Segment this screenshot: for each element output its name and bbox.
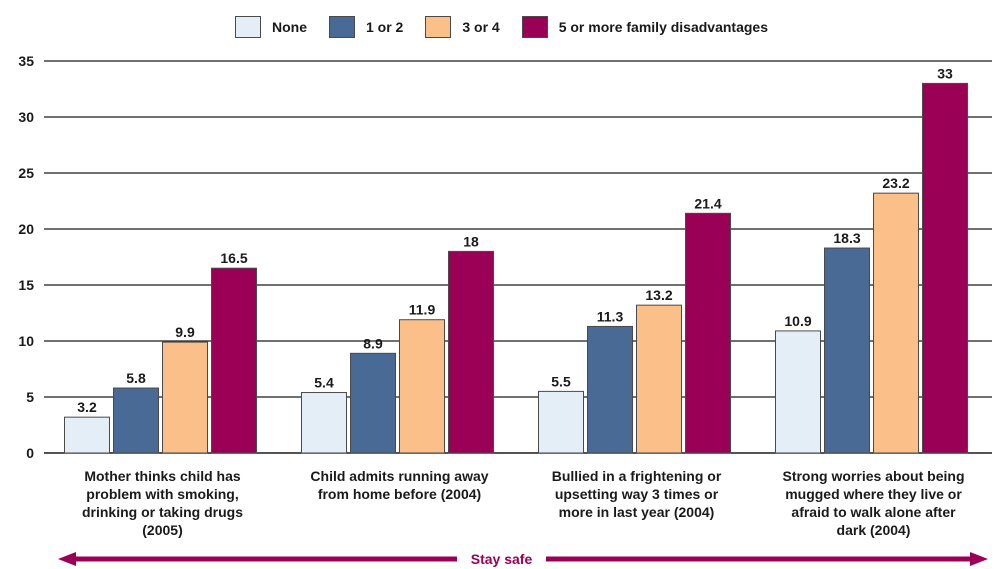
bar-0-3 [211, 267, 257, 454]
bar-value-label-1-3: 18 [463, 233, 479, 249]
legend-item-none: None [234, 16, 307, 38]
bar-value-label-3-2: 23.2 [882, 175, 909, 191]
legend-label-5-or-more: 5 or more family disadvantages [558, 19, 769, 35]
bar-value-label-1-2: 11.9 [409, 302, 436, 318]
category-label-running-away: Child admits running away from home befor… [310, 468, 489, 502]
bar-value-label-2-1: 11.3 [597, 308, 624, 324]
legend-item-3-or-4: 3 or 4 [425, 16, 500, 38]
bar-3-1 [824, 247, 870, 454]
bar-value-label-3-3: 33 [937, 65, 953, 81]
category-label-smoking-drinking-drugs: Mother thinks child has problem with smok… [81, 468, 243, 538]
y-tick-label-10: 10 [18, 333, 34, 349]
stay-safe-arrow-left-head [58, 552, 76, 566]
bar-0-1 [113, 387, 159, 454]
bar-3-3 [922, 82, 968, 454]
legend-swatch-1-or-2 [328, 16, 355, 38]
bar-3-0 [775, 330, 821, 454]
bar-0-0 [64, 416, 110, 454]
y-tick-label-25: 25 [18, 165, 34, 181]
y-tick-label-20: 20 [18, 221, 34, 237]
bar-2-3 [685, 212, 731, 454]
y-tick-label-15: 15 [18, 277, 34, 293]
stay-safe-arrow-right-head [970, 552, 988, 566]
bar-value-label-0-1: 5.8 [126, 370, 146, 386]
bar-value-label-2-3: 21.4 [694, 195, 721, 211]
bar-value-label-2-0: 5.5 [551, 373, 571, 389]
y-tick-label-0: 0 [26, 445, 34, 461]
bar-1-0 [301, 392, 347, 454]
legend-swatch-none [234, 16, 261, 38]
bar-0-2 [162, 341, 208, 454]
category-label-bullied: Bullied in a frightening or upsetting way… [551, 468, 722, 520]
legend-label-1-or-2: 1 or 2 [365, 19, 404, 35]
bar-1-3 [448, 250, 494, 454]
category-label-worries-mugged: Strong worries about being mugged where t… [782, 468, 965, 538]
bar-2-0 [538, 390, 584, 454]
y-tick-label-5: 5 [26, 389, 34, 405]
legend-label-3-or-4: 3 or 4 [462, 19, 500, 35]
bar-value-label-0-2: 9.9 [175, 324, 195, 340]
bar-value-label-2-2: 13.2 [645, 287, 672, 303]
legend-item-5-or-more: 5 or more family disadvantages [521, 16, 769, 38]
bar-2-2 [636, 304, 682, 454]
bar-value-label-3-0: 10.9 [784, 313, 811, 329]
bar-1-1 [350, 352, 396, 454]
bar-value-label-1-0: 5.4 [314, 375, 334, 391]
bar-value-label-3-1: 18.3 [833, 230, 860, 246]
legend-swatch-5-or-more [521, 16, 548, 38]
bar-value-label-1-1: 8.9 [363, 335, 383, 351]
bar-1-2 [399, 319, 445, 454]
y-tick-label-35: 35 [18, 53, 34, 69]
bar-2-1 [587, 325, 633, 454]
legend-swatch-3-or-4 [425, 16, 452, 38]
bar-value-label-0-3: 16.5 [220, 250, 247, 266]
bar-value-label-0-0: 3.2 [77, 399, 97, 415]
legend: None 1 or 2 3 or 4 5 or more family disa… [0, 16, 1003, 38]
legend-label-none: None [271, 19, 307, 35]
bar-3-2 [873, 192, 919, 454]
legend-item-1-or-2: 1 or 2 [328, 16, 404, 38]
y-tick-label-30: 30 [18, 109, 34, 125]
